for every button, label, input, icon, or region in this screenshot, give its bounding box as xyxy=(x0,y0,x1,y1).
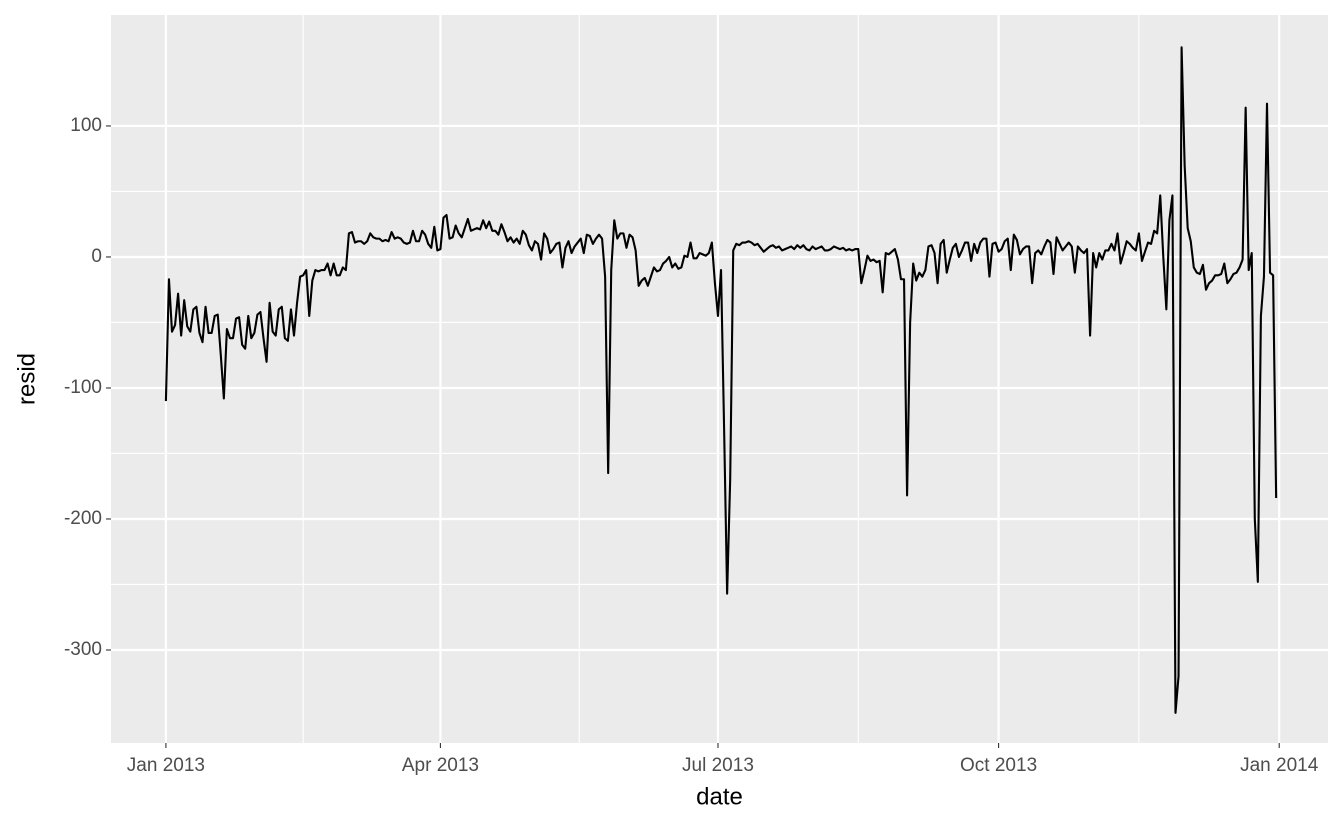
x-axis-title: date xyxy=(696,783,743,810)
x-tick-label: Oct 2013 xyxy=(960,755,1037,776)
line xyxy=(164,46,1278,714)
y-tick-label: -300 xyxy=(64,639,102,660)
x-tick-label: Apr 2013 xyxy=(402,755,479,776)
y-axis-title: resid xyxy=(13,353,40,405)
y-tick-label: -100 xyxy=(64,377,102,398)
y-tick-label: -200 xyxy=(64,508,102,529)
x-tick-label: Jul 2013 xyxy=(682,755,754,776)
x-tick-label: Jan 2014 xyxy=(1240,755,1319,776)
y-tick-label: 100 xyxy=(70,115,102,136)
panel xyxy=(111,15,1328,743)
x-tick-label: Jan 2013 xyxy=(127,755,205,776)
y-tick-label: 0 xyxy=(91,246,102,267)
